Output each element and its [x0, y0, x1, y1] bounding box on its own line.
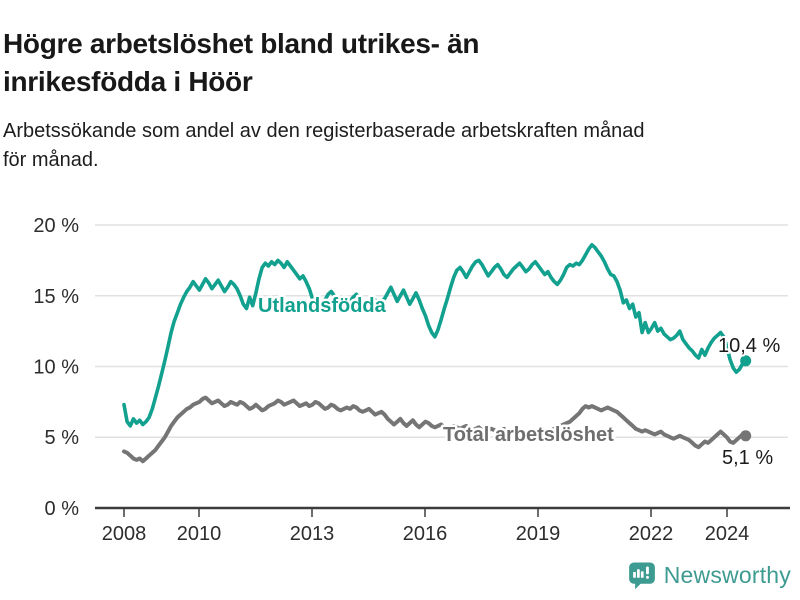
chart-subtitle: Arbetssökande som andel av den registerb…: [3, 117, 783, 175]
page-title: Högre arbetslöshet bland utrikes- än inri…: [3, 25, 723, 101]
newsworthy-wordmark: Newsworthy: [663, 561, 791, 588]
y-axis-label: 10 %: [33, 357, 79, 379]
series-label-total-arbetsloshet: Total arbetslöshet: [443, 424, 614, 446]
bar-chart-speech-bubble-icon: [628, 562, 655, 590]
x-axis-label: 2024: [705, 523, 750, 545]
y-axis-label: 0 %: [45, 498, 80, 520]
series-label-utlandsfodda: Utlandsfödda: [258, 295, 387, 317]
newsworthy-logo: Newsworthy: [627, 560, 791, 590]
y-axis-label: 20 %: [33, 215, 79, 237]
x-axis-label: 2019: [516, 523, 561, 545]
y-axis-label: 5 %: [45, 427, 80, 449]
y-axis-label: 15 %: [33, 286, 79, 308]
total-arbetsloshet-line: [122, 395, 748, 464]
x-axis-label: 2013: [290, 523, 335, 545]
x-axis-label: 2022: [629, 523, 674, 545]
total-arbetsloshet-end-dot: [740, 430, 752, 442]
x-axis-label: 2016: [403, 523, 448, 545]
title-line-1: Högre arbetslöshet bland utrikes- än: [3, 27, 480, 59]
x-axis-label: 2008: [102, 523, 147, 545]
title-line-2: inrikesfödda i Höör: [3, 65, 253, 97]
subtitle-line-2: för månad.: [3, 149, 99, 171]
x-axis-label: 2010: [177, 523, 222, 545]
utlandsfodda-end-dot: [740, 355, 752, 367]
utlandsfodda-line: [122, 243, 748, 428]
subtitle-line-1: Arbetssökande som andel av den registerb…: [3, 120, 645, 142]
end-value-label-utlandsfodda: 10,4 %: [718, 335, 780, 357]
end-value-label-total-arbetsloshet: 5,1 %: [722, 447, 773, 469]
